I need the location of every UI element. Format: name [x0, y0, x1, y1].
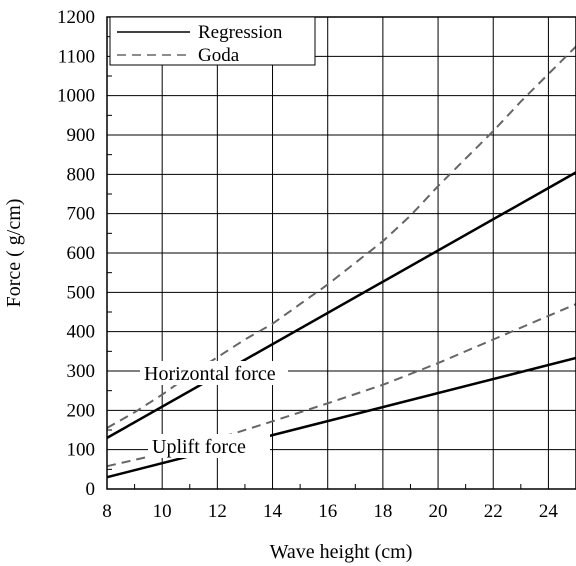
legend-box	[109, 16, 316, 66]
legend-label-goda: Goda	[198, 45, 240, 66]
x-tick-label: 18	[373, 501, 392, 522]
y-tick-label: 300	[67, 361, 96, 382]
y-tick-label: 400	[67, 322, 96, 343]
legend: Regression Goda	[109, 16, 316, 66]
axis-ticks	[107, 36, 522, 489]
series-lines	[106, 45, 576, 479]
y-tick-label: 900	[67, 125, 96, 146]
y-tick-label: 700	[67, 204, 96, 225]
x-tick-label: 12	[208, 501, 227, 522]
horizontal-force-label: Horizontal force	[144, 363, 276, 385]
x-axis-title: Wave height (cm)	[270, 541, 413, 563]
x-tick-label: 14	[263, 501, 283, 522]
y-tick-label: 0	[86, 479, 96, 500]
y-tick-label: 100	[67, 440, 96, 461]
y-tick-label: 200	[67, 400, 96, 421]
y-tick-label: 600	[67, 243, 96, 264]
annotation-uplift-force: Uplift force	[148, 434, 270, 458]
x-tick-label: 8	[102, 501, 112, 522]
y-tick-label: 1100	[58, 46, 95, 67]
plot-frame	[106, 16, 576, 490]
annotation-horizontal-force: Horizontal force	[140, 361, 288, 385]
uplift-force-label: Uplift force	[152, 436, 246, 458]
legend-label-regression: Regression	[198, 22, 283, 43]
y-axis-title: Force ( g/cm)	[3, 199, 25, 308]
y-tick-label: 1000	[57, 86, 95, 107]
y-tick-label: 500	[67, 282, 96, 303]
horizontal-force-regression-line	[106, 171, 576, 439]
x-tick-label: 20	[429, 501, 448, 522]
y-tick-label: 800	[67, 164, 96, 185]
uplift-force-goda-line	[106, 303, 576, 468]
x-tick-label: 16	[318, 501, 337, 522]
x-tick-label: 24	[539, 501, 559, 522]
x-tick-label: 10	[153, 501, 172, 522]
y-tick-label: 1200	[57, 7, 95, 28]
x-tick-label: 22	[484, 501, 503, 522]
tick-labels: 8 10 12 14 16 18 20 22 24 0 100 200 300 400 500 600 700 8…	[57, 7, 558, 522]
